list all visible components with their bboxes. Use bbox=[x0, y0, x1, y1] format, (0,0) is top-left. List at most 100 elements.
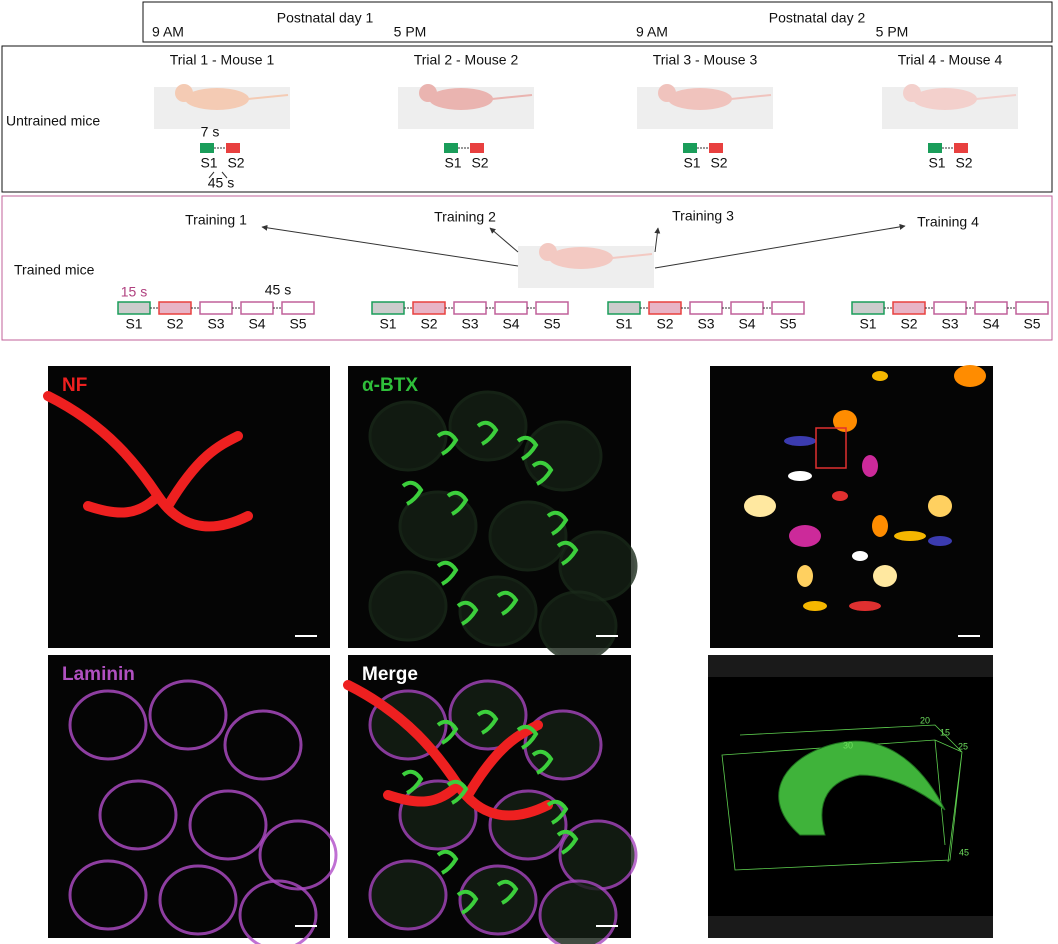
render-shape bbox=[778, 740, 946, 836]
group-label: Trained mice bbox=[14, 262, 95, 278]
day-label: Postnatal day 2 bbox=[769, 10, 866, 26]
timeline-box bbox=[142, 1, 1053, 43]
endplate bbox=[456, 600, 479, 626]
segmented-endplate bbox=[862, 455, 878, 477]
stimulus-s2 bbox=[226, 143, 240, 153]
myofiber bbox=[458, 864, 538, 936]
endplate bbox=[556, 540, 579, 566]
myofiber bbox=[238, 879, 318, 944]
day-label: Postnatal day 1 bbox=[277, 10, 374, 26]
segmented-endplate bbox=[789, 525, 821, 547]
session-box bbox=[281, 301, 315, 315]
segmented-endplate bbox=[833, 410, 857, 432]
segmented-endplate bbox=[872, 371, 888, 381]
endplate bbox=[516, 724, 539, 750]
endplate bbox=[531, 749, 554, 775]
arrow bbox=[489, 227, 519, 253]
session-box bbox=[974, 301, 1008, 315]
endplate bbox=[546, 510, 569, 536]
session-label: S2 bbox=[166, 316, 183, 332]
duration-label: 15 s bbox=[121, 284, 147, 300]
trial-title: Trial 2 - Mouse 2 bbox=[414, 52, 519, 68]
render-axis-label: 45 bbox=[959, 847, 969, 857]
endplate bbox=[436, 719, 459, 745]
segmented-endplate bbox=[784, 436, 816, 446]
panel-label: NF bbox=[62, 375, 87, 396]
session-label: S3 bbox=[461, 316, 478, 332]
training-title: Training 1 bbox=[185, 212, 247, 228]
session-box bbox=[453, 301, 487, 315]
mouse-head bbox=[658, 84, 676, 102]
stimulus-label: S2 bbox=[710, 155, 727, 171]
session-box bbox=[1015, 301, 1049, 315]
segmented-endplate bbox=[894, 531, 926, 541]
micrograph-content bbox=[368, 390, 638, 662]
training-title: Training 3 bbox=[672, 208, 734, 224]
myofiber bbox=[558, 530, 638, 602]
session-box bbox=[371, 301, 405, 315]
panel-label: α-BTX bbox=[362, 375, 418, 396]
mouse-head bbox=[175, 84, 193, 102]
session-label: S5 bbox=[1023, 316, 1040, 332]
session-label: S3 bbox=[697, 316, 714, 332]
segmented-endplate bbox=[744, 495, 776, 517]
panel-label: Laminin bbox=[62, 664, 135, 685]
segmented-endplate bbox=[954, 365, 986, 387]
endplate bbox=[476, 420, 499, 446]
session-box bbox=[494, 301, 528, 315]
session-label: S4 bbox=[502, 316, 519, 332]
myofiber bbox=[368, 400, 448, 472]
session-label: S3 bbox=[941, 316, 958, 332]
mouse-body bbox=[429, 88, 493, 110]
mouse-tail bbox=[611, 253, 653, 259]
render-axis-label: 30 bbox=[843, 740, 853, 750]
segmented-endplate bbox=[872, 515, 888, 537]
stimulus-label: S2 bbox=[227, 155, 244, 171]
endplate bbox=[546, 799, 569, 825]
segmented-endplate bbox=[797, 565, 813, 587]
time-label: 9 AM bbox=[152, 24, 184, 40]
render-band bbox=[708, 916, 993, 938]
stimulus-label: S1 bbox=[928, 155, 945, 171]
session-label: S1 bbox=[615, 316, 632, 332]
session-box bbox=[240, 301, 274, 315]
micrograph-content bbox=[43, 391, 253, 532]
endplate bbox=[436, 430, 459, 456]
myofiber bbox=[188, 789, 268, 861]
render bbox=[708, 655, 993, 938]
endplate bbox=[436, 560, 459, 586]
mouse-head bbox=[419, 84, 437, 102]
trained-box bbox=[1, 195, 1053, 341]
render-axis-label: 15 bbox=[940, 727, 950, 737]
session-label: S5 bbox=[543, 316, 560, 332]
stimulus-s2 bbox=[709, 143, 723, 153]
mouse-tail bbox=[491, 94, 533, 100]
myofiber bbox=[538, 879, 618, 944]
mouse-tail bbox=[975, 94, 1017, 100]
render-axis-label: 20 bbox=[920, 715, 930, 725]
stimulus-s2 bbox=[954, 143, 968, 153]
segmented-endplate bbox=[803, 601, 827, 611]
micrograph-content bbox=[744, 365, 986, 611]
session-box bbox=[851, 301, 885, 315]
nerve bbox=[43, 391, 253, 532]
session-box bbox=[771, 301, 805, 315]
trial-title: Trial 4 - Mouse 4 bbox=[898, 52, 1003, 68]
mouse-tail bbox=[247, 94, 289, 100]
time-label: 9 AM bbox=[636, 24, 668, 40]
myofiber bbox=[223, 709, 303, 781]
session-label: S1 bbox=[859, 316, 876, 332]
session-box bbox=[689, 301, 723, 315]
endplate bbox=[496, 879, 519, 905]
micrograph bbox=[48, 655, 330, 938]
training-title: Training 4 bbox=[917, 214, 979, 230]
myofiber bbox=[523, 420, 603, 492]
myofiber bbox=[448, 390, 528, 462]
stimulus-s1 bbox=[200, 143, 214, 153]
interval-label: 45 s bbox=[208, 175, 234, 191]
mouse-head bbox=[903, 84, 921, 102]
session-box bbox=[607, 301, 641, 315]
session-label: S5 bbox=[289, 316, 306, 332]
endplate bbox=[446, 779, 469, 805]
time-label: 5 PM bbox=[876, 24, 909, 40]
